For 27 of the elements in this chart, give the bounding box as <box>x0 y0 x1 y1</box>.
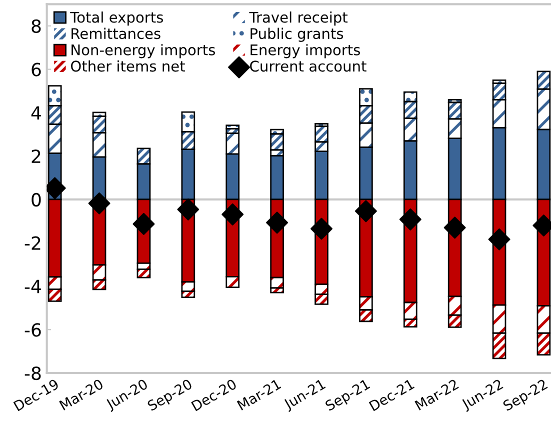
point <box>88 192 110 214</box>
y-tick-label: -2 <box>24 236 40 250</box>
point <box>132 212 155 235</box>
legend-label: Energy imports <box>250 44 360 58</box>
legend-label: Current account <box>250 60 366 72</box>
point <box>488 228 510 250</box>
legend-label: Remittances <box>72 28 160 40</box>
point <box>266 212 288 234</box>
y-tick-label: -6 <box>24 323 41 337</box>
point <box>399 208 422 230</box>
legend-label: Public grants <box>250 28 344 42</box>
y-tick-label: -4 <box>24 280 41 294</box>
legend-label: Non-energy imports <box>72 44 215 58</box>
y-tick-label: 6 <box>32 62 41 76</box>
point <box>177 198 200 220</box>
y-tick-label: 8 <box>32 19 41 34</box>
point <box>222 203 244 226</box>
y-tick-label: 4 <box>31 106 41 120</box>
y-tick-label: 2 <box>32 150 40 163</box>
legend-label: Total exports <box>70 12 163 26</box>
legend-label: Travel receipt <box>249 12 348 26</box>
point <box>444 216 466 239</box>
y-tick-label: -8 <box>24 366 41 380</box>
y-tick-label: 0 <box>32 192 41 207</box>
legend-label: Other items net <box>70 60 185 72</box>
point <box>310 218 332 240</box>
point <box>354 200 377 222</box>
